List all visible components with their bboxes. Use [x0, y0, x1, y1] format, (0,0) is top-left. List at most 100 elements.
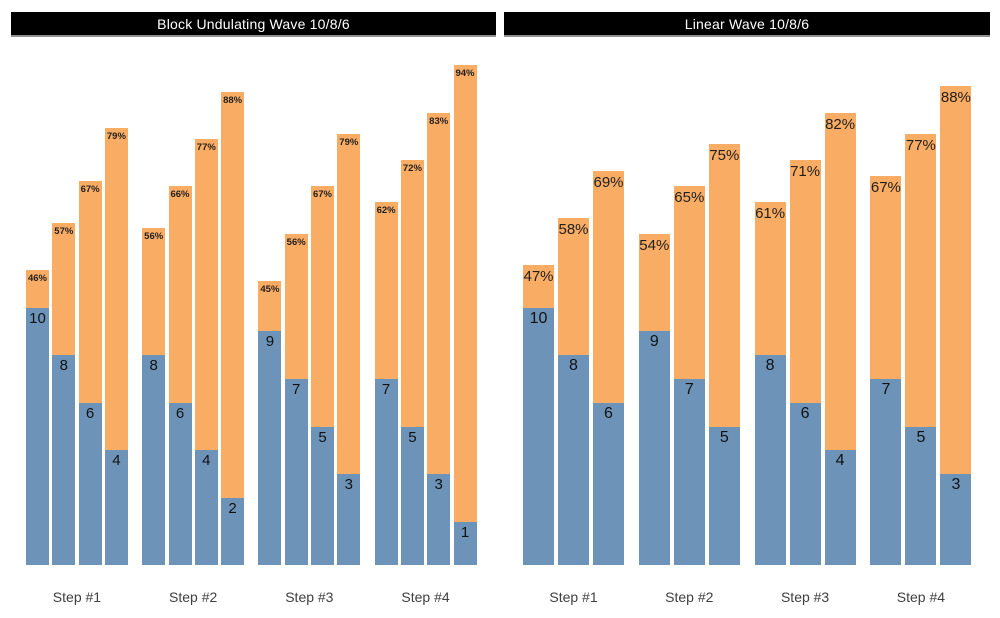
pct-label: 58%	[558, 220, 589, 238]
reps-label: 4	[835, 452, 845, 470]
bar-step2-set1: 56% 8	[142, 228, 166, 565]
pct-label: 62%	[376, 205, 396, 217]
reps-segment: 8	[754, 355, 786, 565]
pct-label: 79%	[106, 131, 126, 143]
pct-label: 72%	[402, 162, 422, 174]
pct-label: 56%	[286, 236, 306, 248]
bar-step1-set1: 47% 10	[523, 265, 554, 565]
bar-step4-set3: 83% 3	[427, 112, 451, 565]
reps-segment: 3	[940, 474, 972, 565]
pct-label: 83%	[429, 115, 449, 127]
bar-step2-set2: 65% 7	[673, 186, 705, 565]
bar-step2-set3: 75% 5	[708, 144, 740, 565]
pct-label: 77%	[905, 136, 936, 154]
reps-label: 8	[59, 357, 68, 375]
pct-label: 56%	[144, 231, 164, 243]
pct-label: 66%	[170, 189, 190, 201]
reps-segment: 5	[311, 426, 334, 565]
pct-label: 67%	[312, 189, 332, 201]
pct-label: 88%	[223, 94, 243, 106]
pct-label: 65%	[674, 189, 705, 207]
bar-step4-set2: 77% 5	[905, 133, 937, 565]
reps-segment: 10	[523, 307, 554, 565]
x-axis-label-step3: Step #3	[285, 589, 334, 605]
pct-label: 67%	[870, 178, 901, 196]
reps-segment: 7	[374, 378, 398, 565]
reps-label: 5	[719, 428, 729, 446]
reps-segment: 5	[905, 426, 937, 565]
reps-segment: 4	[824, 450, 856, 565]
x-axis-label-step4: Step #4	[401, 589, 450, 605]
reps-label: 6	[800, 404, 810, 422]
pct-label: 77%	[196, 141, 216, 153]
bar-step3-set3: 67% 5	[311, 186, 334, 565]
bar-step3-set4: 79% 3	[337, 133, 361, 565]
reps-segment: 9	[258, 331, 282, 565]
bar-step3-set3: 82% 4	[824, 112, 856, 565]
pct-label: 71%	[790, 162, 821, 180]
reps-label: 7	[292, 380, 301, 398]
bar-step2-set4: 88% 2	[221, 91, 245, 565]
reps-label: 6	[604, 404, 613, 422]
chart-title-block-undulating: Block Undulating Wave 10/8/6	[11, 12, 496, 37]
reps-segment: 10	[26, 307, 49, 565]
bar-step1-set1: 46% 10	[26, 270, 49, 565]
bar-step4-set4: 94% 1	[453, 65, 477, 565]
x-axis-label-step4: Step #4	[896, 589, 946, 605]
reps-segment: 6	[168, 402, 192, 565]
pct-label: 69%	[593, 173, 624, 191]
reps-label: 10	[29, 309, 46, 327]
pct-label: 47%	[523, 268, 554, 286]
chart-title-linear-wave: Linear Wave 10/8/6	[504, 12, 990, 37]
reps-label: 6	[175, 404, 185, 422]
reps-segment: 7	[673, 378, 705, 565]
pct-label: 45%	[260, 283, 280, 295]
reps-label: 6	[85, 404, 95, 422]
reps-segment: 7	[870, 378, 902, 565]
reps-segment: 4	[194, 450, 218, 565]
reps-label: 10	[529, 309, 548, 327]
reps-label: 8	[149, 357, 158, 375]
bar-step4-set3: 88% 3	[940, 86, 972, 565]
reps-segment: 1	[453, 521, 477, 565]
reps-segment: 6	[789, 402, 821, 565]
reps-segment: 2	[221, 497, 245, 565]
reps-segment: 5	[400, 426, 424, 565]
pct-label: 46%	[27, 273, 47, 285]
pct-label: 67%	[80, 184, 100, 196]
pct-label: 61%	[755, 205, 786, 223]
reps-segment: 8	[142, 355, 166, 565]
bar-step4-set2: 72% 5	[400, 159, 424, 565]
reps-segment: 4	[104, 450, 128, 565]
reps-segment: 9	[638, 331, 670, 565]
pct-label: 79%	[339, 136, 359, 148]
bar-step3-set2: 56% 7	[284, 233, 308, 565]
reps-segment: 7	[284, 378, 308, 565]
bar-step2-set2: 66% 6	[168, 186, 192, 565]
bar-step3-set2: 71% 6	[789, 159, 821, 565]
bar-step1-set4: 79% 4	[104, 128, 128, 565]
reps-segment: 6	[593, 402, 624, 565]
bar-step1-set3: 69% 6	[593, 170, 624, 565]
reps-label: 8	[569, 357, 578, 375]
pct-label: 57%	[54, 226, 74, 238]
reps-label: 7	[381, 380, 391, 398]
reps-segment: 6	[78, 402, 102, 565]
reps-label: 3	[344, 476, 353, 494]
x-axis-label-step1: Step #1	[549, 589, 598, 605]
bar-step3-set1: 61% 8	[754, 202, 786, 565]
reps-label: 5	[408, 428, 417, 446]
reps-label: 1	[460, 523, 470, 541]
x-axis-label-step2: Step #2	[665, 589, 714, 605]
reps-label: 8	[765, 357, 775, 375]
reps-label: 2	[228, 499, 237, 517]
x-axis-label-step1: Step #1	[52, 589, 102, 605]
reps-label: 4	[112, 452, 121, 470]
reps-segment: 3	[427, 474, 451, 565]
reps-segment: 3	[337, 474, 361, 565]
bar-step2-set3: 77% 4	[194, 138, 218, 565]
pct-label: 88%	[940, 89, 971, 107]
pct-label: 54%	[639, 236, 670, 254]
reps-label: 4	[202, 452, 211, 470]
